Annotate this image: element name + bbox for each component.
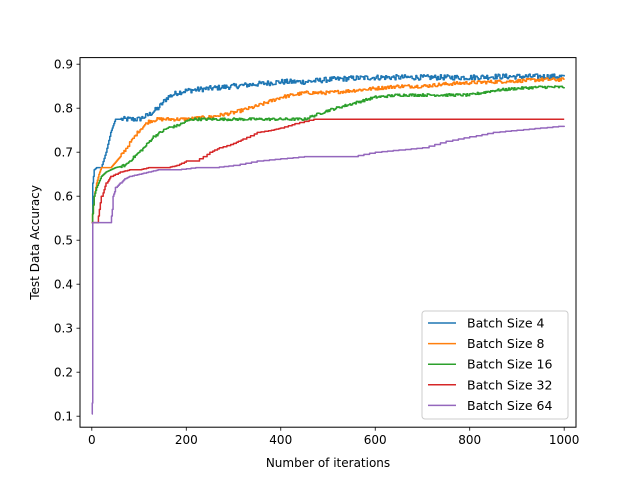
series-line-5 [91, 125, 565, 415]
y-tick-label: 0.2 [54, 366, 73, 380]
y-tick-label: 0.8 [54, 102, 73, 116]
y-tick-label: 0.1 [54, 410, 73, 424]
legend-label-3: Batch Size 16 [467, 357, 552, 372]
y-axis: 0.1 0.2 0.3 0.4 0.5 0.6 0.7 0.8 0.9 [54, 58, 80, 424]
legend-label-2: Batch Size 8 [467, 336, 545, 351]
legend-label-1: Batch Size 4 [467, 316, 545, 331]
x-axis: 0 200 400 600 800 1000 [88, 427, 579, 447]
legend-label-4: Batch Size 32 [467, 377, 552, 392]
y-axis-label: Test Data Accuracy [28, 185, 42, 301]
y-tick-label: 0.6 [54, 190, 73, 204]
y-tick-label: 0.3 [54, 322, 73, 336]
x-tick-label: 200 [175, 433, 198, 447]
series-line-3 [91, 85, 565, 224]
y-tick-label: 0.5 [54, 234, 73, 248]
series-line-2 [91, 77, 565, 224]
legend: Batch Size 4 Batch Size 8 Batch Size 16 Bat… [421, 310, 569, 420]
plot-frame [79, 57, 577, 428]
x-tick-label: 400 [269, 433, 292, 447]
legend-frame [421, 310, 569, 420]
x-axis-label: Number of iterations [266, 456, 390, 470]
y-tick-label: 0.4 [54, 278, 73, 292]
x-tick-label: 800 [458, 433, 481, 447]
y-tick-label: 0.7 [54, 146, 73, 160]
y-tick-label: 0.9 [54, 58, 73, 72]
series-line-1 [91, 73, 565, 224]
x-tick-label: 1000 [549, 433, 580, 447]
series-layer [91, 73, 565, 415]
x-tick-label: 0 [88, 433, 96, 447]
series-line-4 [91, 118, 565, 224]
legend-label-5: Batch Size 64 [467, 398, 552, 413]
x-tick-label: 600 [364, 433, 387, 447]
